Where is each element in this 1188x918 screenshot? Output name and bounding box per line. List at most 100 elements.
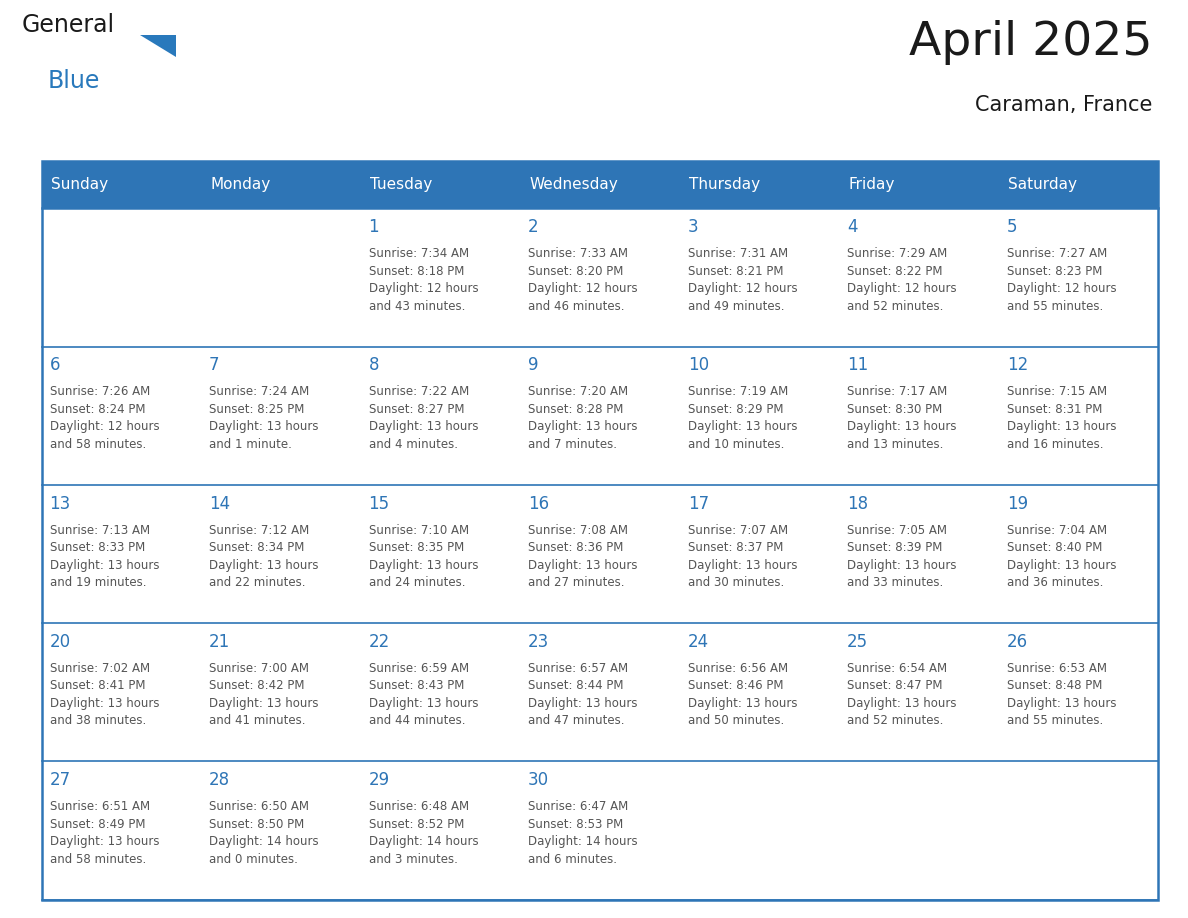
Text: 26: 26	[1006, 633, 1028, 651]
Bar	[42, 161, 1158, 900]
Text: Caraman, France: Caraman, France	[975, 95, 1152, 115]
Text: 2: 2	[529, 218, 539, 236]
Text: Sunrise: 7:34 AM
Sunset: 8:18 PM
Daylight: 12 hours
and 43 minutes.: Sunrise: 7:34 AM Sunset: 8:18 PM Dayligh…	[368, 247, 479, 313]
Bar	[839, 761, 999, 900]
Bar	[999, 347, 1158, 485]
Text: Sunrise: 7:19 AM
Sunset: 8:29 PM
Daylight: 13 hours
and 10 minutes.: Sunrise: 7:19 AM Sunset: 8:29 PM Dayligh…	[688, 386, 797, 451]
Text: Sunrise: 7:29 AM
Sunset: 8:22 PM
Daylight: 12 hours
and 52 minutes.: Sunrise: 7:29 AM Sunset: 8:22 PM Dayligh…	[847, 247, 956, 313]
Text: 30: 30	[529, 771, 549, 789]
Text: Sunrise: 6:57 AM
Sunset: 8:44 PM
Daylight: 13 hours
and 47 minutes.: Sunrise: 6:57 AM Sunset: 8:44 PM Dayligh…	[529, 662, 638, 727]
Text: Sunrise: 7:22 AM
Sunset: 8:27 PM
Daylight: 13 hours
and 4 minutes.: Sunrise: 7:22 AM Sunset: 8:27 PM Dayligh…	[368, 386, 478, 451]
Bar	[42, 347, 201, 485]
Text: 17: 17	[688, 495, 709, 512]
Text: 29: 29	[368, 771, 390, 789]
Text: 7: 7	[209, 356, 220, 375]
Text: 15: 15	[368, 495, 390, 512]
Text: 16: 16	[529, 495, 549, 512]
Bar	[680, 623, 839, 761]
Bar	[999, 623, 1158, 761]
Text: 14: 14	[209, 495, 230, 512]
Text: Tuesday: Tuesday	[371, 177, 432, 192]
Bar	[839, 347, 999, 485]
Text: Thursday: Thursday	[689, 177, 760, 192]
Bar	[42, 761, 201, 900]
Text: Friday: Friday	[848, 177, 896, 192]
Text: Monday: Monday	[210, 177, 271, 192]
Bar	[999, 208, 1158, 347]
Bar	[680, 347, 839, 485]
Text: Sunrise: 7:10 AM
Sunset: 8:35 PM
Daylight: 13 hours
and 24 minutes.: Sunrise: 7:10 AM Sunset: 8:35 PM Dayligh…	[368, 523, 478, 589]
Bar	[680, 485, 839, 623]
Text: Saturday: Saturday	[1009, 177, 1078, 192]
Bar	[201, 347, 361, 485]
Text: Sunrise: 7:17 AM
Sunset: 8:30 PM
Daylight: 13 hours
and 13 minutes.: Sunrise: 7:17 AM Sunset: 8:30 PM Dayligh…	[847, 386, 956, 451]
Text: Sunrise: 7:04 AM
Sunset: 8:40 PM
Daylight: 13 hours
and 36 minutes.: Sunrise: 7:04 AM Sunset: 8:40 PM Dayligh…	[1006, 523, 1117, 589]
Bar	[680, 161, 839, 208]
Bar	[42, 485, 201, 623]
Text: Sunrise: 7:12 AM
Sunset: 8:34 PM
Daylight: 13 hours
and 22 minutes.: Sunrise: 7:12 AM Sunset: 8:34 PM Dayligh…	[209, 523, 318, 589]
Bar	[520, 347, 680, 485]
Bar	[201, 485, 361, 623]
Bar	[520, 485, 680, 623]
Text: Blue: Blue	[48, 69, 100, 93]
Bar	[361, 623, 520, 761]
Text: Sunrise: 6:51 AM
Sunset: 8:49 PM
Daylight: 13 hours
and 58 minutes.: Sunrise: 6:51 AM Sunset: 8:49 PM Dayligh…	[50, 800, 159, 866]
Text: Sunrise: 7:20 AM
Sunset: 8:28 PM
Daylight: 13 hours
and 7 minutes.: Sunrise: 7:20 AM Sunset: 8:28 PM Dayligh…	[529, 386, 638, 451]
Text: Sunrise: 7:15 AM
Sunset: 8:31 PM
Daylight: 13 hours
and 16 minutes.: Sunrise: 7:15 AM Sunset: 8:31 PM Dayligh…	[1006, 386, 1117, 451]
Text: 1: 1	[368, 218, 379, 236]
Bar	[839, 485, 999, 623]
Text: 10: 10	[688, 356, 709, 375]
Text: 18: 18	[847, 495, 868, 512]
Bar	[42, 208, 201, 347]
Text: 24: 24	[688, 633, 709, 651]
Text: Wednesday: Wednesday	[530, 177, 619, 192]
Bar	[520, 761, 680, 900]
Text: 3: 3	[688, 218, 699, 236]
Text: 11: 11	[847, 356, 868, 375]
Text: Sunday: Sunday	[51, 177, 108, 192]
Text: Sunrise: 6:50 AM
Sunset: 8:50 PM
Daylight: 14 hours
and 0 minutes.: Sunrise: 6:50 AM Sunset: 8:50 PM Dayligh…	[209, 800, 318, 866]
Text: 20: 20	[50, 633, 70, 651]
Bar	[680, 761, 839, 900]
Text: Sunrise: 7:31 AM
Sunset: 8:21 PM
Daylight: 12 hours
and 49 minutes.: Sunrise: 7:31 AM Sunset: 8:21 PM Dayligh…	[688, 247, 797, 313]
Text: 23: 23	[529, 633, 549, 651]
Text: 8: 8	[368, 356, 379, 375]
Text: Sunrise: 7:00 AM
Sunset: 8:42 PM
Daylight: 13 hours
and 41 minutes.: Sunrise: 7:00 AM Sunset: 8:42 PM Dayligh…	[209, 662, 318, 727]
Text: Sunrise: 6:59 AM
Sunset: 8:43 PM
Daylight: 13 hours
and 44 minutes.: Sunrise: 6:59 AM Sunset: 8:43 PM Dayligh…	[368, 662, 478, 727]
Bar	[520, 208, 680, 347]
Bar	[361, 161, 520, 208]
Text: Sunrise: 7:24 AM
Sunset: 8:25 PM
Daylight: 13 hours
and 1 minute.: Sunrise: 7:24 AM Sunset: 8:25 PM Dayligh…	[209, 386, 318, 451]
Text: Sunrise: 7:02 AM
Sunset: 8:41 PM
Daylight: 13 hours
and 38 minutes.: Sunrise: 7:02 AM Sunset: 8:41 PM Dayligh…	[50, 662, 159, 727]
Text: 27: 27	[50, 771, 70, 789]
Bar	[520, 161, 680, 208]
Bar	[201, 761, 361, 900]
Text: Sunrise: 7:07 AM
Sunset: 8:37 PM
Daylight: 13 hours
and 30 minutes.: Sunrise: 7:07 AM Sunset: 8:37 PM Dayligh…	[688, 523, 797, 589]
Bar	[361, 761, 520, 900]
Text: 13: 13	[50, 495, 71, 512]
Bar	[999, 761, 1158, 900]
Text: 21: 21	[209, 633, 230, 651]
Text: 25: 25	[847, 633, 868, 651]
Bar	[999, 485, 1158, 623]
Text: April 2025: April 2025	[909, 20, 1152, 65]
Text: Sunrise: 7:33 AM
Sunset: 8:20 PM
Daylight: 12 hours
and 46 minutes.: Sunrise: 7:33 AM Sunset: 8:20 PM Dayligh…	[529, 247, 638, 313]
Text: Sunrise: 6:48 AM
Sunset: 8:52 PM
Daylight: 14 hours
and 3 minutes.: Sunrise: 6:48 AM Sunset: 8:52 PM Dayligh…	[368, 800, 479, 866]
Bar	[520, 623, 680, 761]
Bar	[361, 208, 520, 347]
Text: 22: 22	[368, 633, 390, 651]
Bar	[361, 347, 520, 485]
Polygon shape	[140, 35, 176, 57]
Bar	[201, 208, 361, 347]
Bar	[999, 161, 1158, 208]
Bar	[42, 623, 201, 761]
Text: Sunrise: 7:27 AM
Sunset: 8:23 PM
Daylight: 12 hours
and 55 minutes.: Sunrise: 7:27 AM Sunset: 8:23 PM Dayligh…	[1006, 247, 1117, 313]
Text: Sunrise: 6:53 AM
Sunset: 8:48 PM
Daylight: 13 hours
and 55 minutes.: Sunrise: 6:53 AM Sunset: 8:48 PM Dayligh…	[1006, 662, 1117, 727]
Text: 4: 4	[847, 218, 858, 236]
Bar	[680, 208, 839, 347]
Text: General: General	[21, 13, 114, 37]
Text: Sunrise: 7:13 AM
Sunset: 8:33 PM
Daylight: 13 hours
and 19 minutes.: Sunrise: 7:13 AM Sunset: 8:33 PM Dayligh…	[50, 523, 159, 589]
Text: Sunrise: 6:54 AM
Sunset: 8:47 PM
Daylight: 13 hours
and 52 minutes.: Sunrise: 6:54 AM Sunset: 8:47 PM Dayligh…	[847, 662, 956, 727]
Text: 19: 19	[1006, 495, 1028, 512]
Text: Sunrise: 7:08 AM
Sunset: 8:36 PM
Daylight: 13 hours
and 27 minutes.: Sunrise: 7:08 AM Sunset: 8:36 PM Dayligh…	[529, 523, 638, 589]
Text: 28: 28	[209, 771, 230, 789]
